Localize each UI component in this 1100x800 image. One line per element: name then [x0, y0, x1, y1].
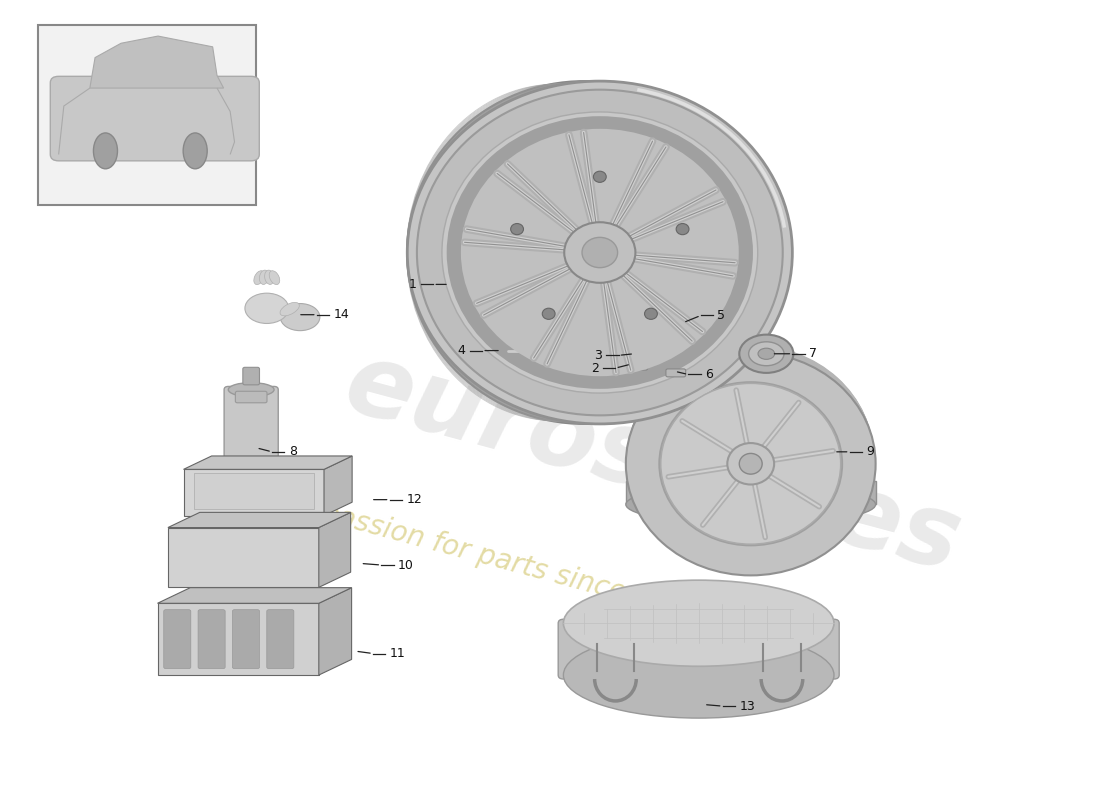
Ellipse shape — [645, 308, 658, 319]
Ellipse shape — [260, 270, 268, 285]
FancyBboxPatch shape — [232, 610, 260, 669]
FancyBboxPatch shape — [37, 26, 256, 205]
Text: a passion for parts since 1985: a passion for parts since 1985 — [293, 492, 705, 627]
Text: 1: 1 — [409, 278, 417, 291]
FancyBboxPatch shape — [235, 391, 267, 402]
Ellipse shape — [510, 223, 524, 234]
Text: 3: 3 — [594, 349, 602, 362]
Polygon shape — [319, 588, 352, 675]
Text: 6: 6 — [705, 368, 713, 381]
Polygon shape — [324, 456, 352, 515]
FancyBboxPatch shape — [224, 386, 278, 486]
Text: 9: 9 — [867, 446, 875, 458]
FancyBboxPatch shape — [194, 473, 314, 510]
Ellipse shape — [270, 270, 279, 285]
Ellipse shape — [563, 580, 834, 666]
Ellipse shape — [184, 133, 207, 169]
Ellipse shape — [582, 238, 617, 268]
Ellipse shape — [627, 349, 875, 572]
Ellipse shape — [676, 223, 689, 234]
FancyBboxPatch shape — [666, 369, 685, 377]
Ellipse shape — [461, 129, 739, 376]
Polygon shape — [90, 36, 223, 88]
Ellipse shape — [442, 112, 758, 393]
Ellipse shape — [280, 302, 299, 316]
FancyBboxPatch shape — [558, 619, 839, 679]
Ellipse shape — [661, 383, 840, 544]
FancyBboxPatch shape — [663, 319, 696, 328]
Text: 7: 7 — [808, 347, 817, 360]
Polygon shape — [184, 456, 352, 470]
Text: 12: 12 — [406, 493, 422, 506]
Ellipse shape — [265, 270, 274, 285]
Polygon shape — [157, 588, 352, 603]
FancyBboxPatch shape — [51, 76, 260, 161]
Ellipse shape — [563, 632, 834, 718]
Ellipse shape — [627, 346, 875, 569]
Ellipse shape — [758, 348, 774, 359]
Ellipse shape — [417, 90, 783, 415]
Text: 11: 11 — [389, 647, 405, 660]
Ellipse shape — [407, 81, 761, 424]
FancyBboxPatch shape — [267, 610, 294, 669]
Ellipse shape — [593, 171, 606, 182]
Ellipse shape — [627, 350, 875, 573]
Text: 4: 4 — [458, 344, 465, 357]
Text: 2: 2 — [591, 362, 598, 374]
Ellipse shape — [254, 270, 264, 285]
Ellipse shape — [626, 484, 876, 525]
Text: 5: 5 — [717, 309, 725, 322]
Text: 10: 10 — [398, 558, 414, 571]
Polygon shape — [168, 527, 319, 587]
FancyBboxPatch shape — [243, 367, 260, 385]
Ellipse shape — [407, 81, 792, 424]
Text: 8: 8 — [288, 446, 297, 458]
Polygon shape — [563, 623, 569, 675]
Ellipse shape — [739, 334, 793, 373]
FancyBboxPatch shape — [620, 362, 648, 370]
Polygon shape — [157, 603, 319, 675]
Polygon shape — [626, 481, 876, 505]
Ellipse shape — [627, 348, 875, 571]
FancyBboxPatch shape — [626, 350, 653, 358]
Text: 13: 13 — [739, 700, 755, 713]
Ellipse shape — [626, 352, 876, 575]
Ellipse shape — [627, 347, 875, 570]
FancyBboxPatch shape — [164, 610, 190, 669]
Polygon shape — [184, 470, 324, 515]
Ellipse shape — [94, 133, 118, 169]
Ellipse shape — [749, 342, 784, 366]
Polygon shape — [319, 512, 351, 587]
Ellipse shape — [727, 443, 774, 485]
Ellipse shape — [280, 303, 320, 330]
Ellipse shape — [447, 116, 754, 389]
Ellipse shape — [739, 454, 762, 474]
Ellipse shape — [626, 350, 876, 574]
Ellipse shape — [658, 381, 843, 546]
Ellipse shape — [628, 346, 873, 568]
Ellipse shape — [661, 383, 840, 544]
Ellipse shape — [542, 308, 556, 319]
Ellipse shape — [564, 222, 636, 283]
Ellipse shape — [245, 293, 288, 323]
Ellipse shape — [229, 382, 274, 397]
Text: 14: 14 — [333, 308, 349, 321]
Polygon shape — [168, 512, 351, 527]
Text: eurospares: eurospares — [334, 335, 970, 593]
FancyBboxPatch shape — [198, 610, 226, 669]
Ellipse shape — [628, 345, 873, 567]
